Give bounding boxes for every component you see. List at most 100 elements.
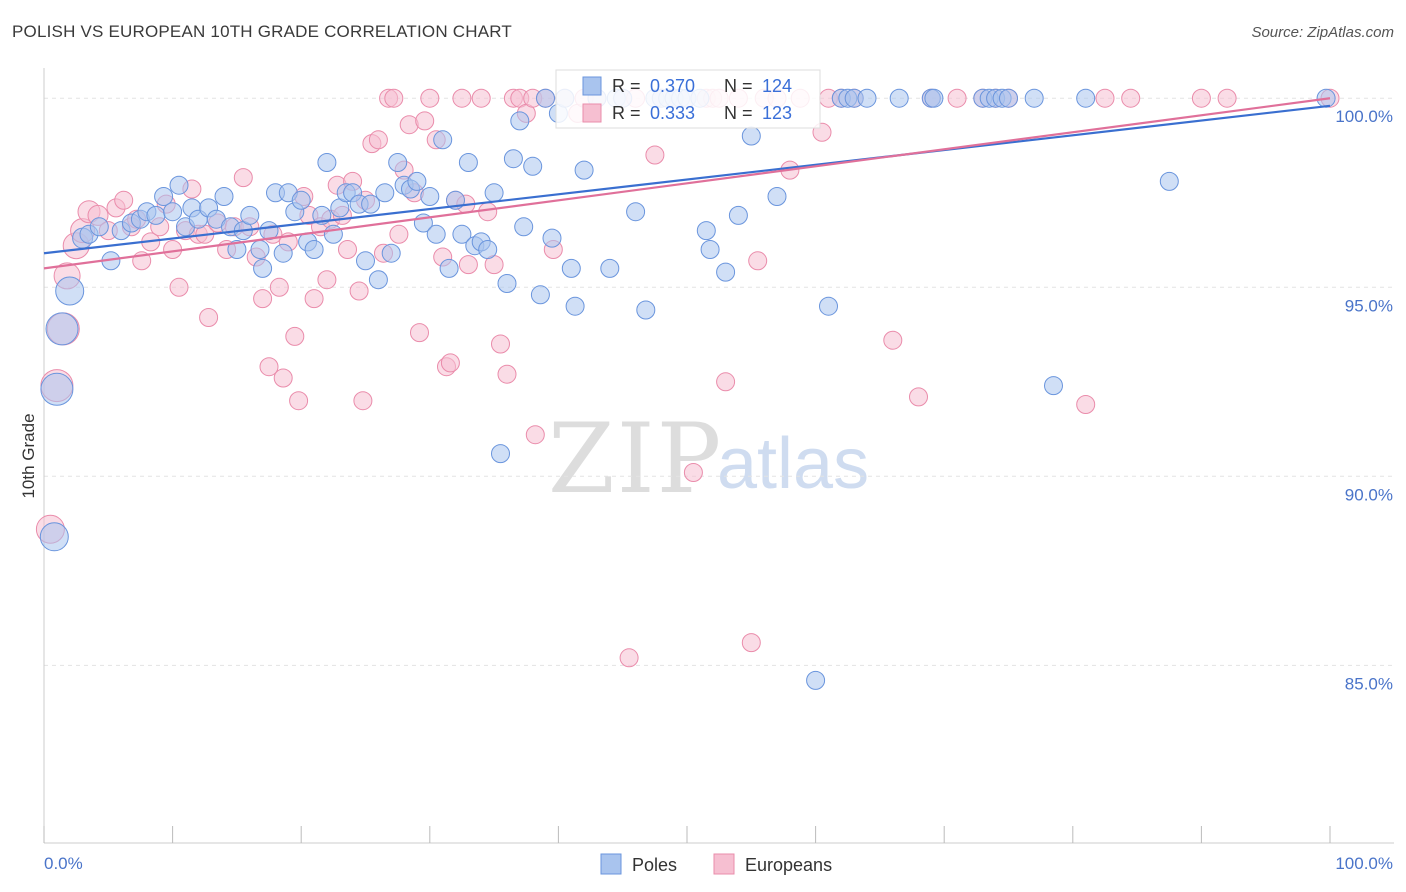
european-point-88: [619, 648, 639, 668]
poles-point-3: [55, 276, 85, 306]
poles-point-75: [561, 258, 581, 278]
poles-point-51: [407, 171, 427, 191]
european-point-101: [748, 251, 768, 271]
european-point-37: [289, 391, 309, 411]
european-point-23: [199, 308, 219, 327]
european-point-113: [947, 88, 967, 108]
x-tick-label-1: 100.0%: [1335, 854, 1393, 873]
poles-point-76: [565, 296, 585, 316]
poles-point-23: [227, 240, 247, 259]
poles-point-0: [39, 522, 69, 552]
x-axis-ticks: 0.0% 100.0%: [43, 826, 1393, 873]
trendlines: [43, 97, 1331, 270]
european-point-40: [304, 289, 324, 309]
poles-point-79: [600, 258, 620, 278]
european-point-48: [349, 281, 369, 301]
european-point-52: [368, 130, 388, 150]
european-point-80: [525, 425, 545, 445]
european-point-34: [273, 368, 293, 388]
poles-point-94: [728, 205, 748, 225]
poles-point-97: [806, 670, 826, 690]
european-point-94: [683, 463, 703, 482]
poles-point-53: [420, 187, 440, 206]
poles-point-66: [503, 149, 523, 169]
poles-stat-swatch: [582, 76, 602, 96]
poles-point-54: [426, 224, 446, 244]
european-point-110: [883, 330, 903, 350]
poles-point-44: [361, 194, 381, 214]
european-point-10: [114, 190, 134, 210]
european-point-98: [716, 372, 736, 392]
poles-point-95: [741, 126, 761, 146]
european-point-71: [471, 88, 491, 108]
poles-point-21: [214, 187, 234, 206]
y-axis-tick-labels: 100.0% 95.0% 90.0% 85.0%: [1335, 107, 1393, 693]
x-tick-label-0: 0.0%: [44, 854, 83, 873]
european-point-30: [253, 289, 273, 309]
poles-point-102: [857, 88, 877, 108]
europeans-r-value: 0.333: [650, 103, 695, 123]
poles-point-77: [574, 160, 594, 180]
european-point-66: [440, 353, 460, 373]
poles-n-value: 124: [762, 76, 792, 96]
poles-point-67: [510, 111, 530, 131]
european-point-118: [1095, 88, 1115, 108]
poles-point-105: [924, 88, 944, 108]
european-point-119: [1121, 88, 1141, 108]
poles-point-111: [1024, 88, 1044, 108]
poles-trendline: [43, 104, 1331, 255]
poles-point-114: [1159, 171, 1179, 191]
poles-point-91: [696, 221, 716, 241]
poles-point-56: [439, 258, 459, 278]
poles-point-92: [700, 240, 720, 259]
poles-point-68: [514, 217, 534, 237]
watermark-atlas: atlas: [717, 424, 869, 504]
poles-point-1: [40, 372, 74, 406]
poles-r-label: R =: [612, 76, 641, 96]
poles-point-2: [45, 312, 79, 346]
poles-point-110: [999, 88, 1018, 108]
poles-point-38: [323, 224, 343, 244]
european-point-70: [458, 255, 478, 275]
european-point-68: [452, 88, 472, 108]
european-point-111: [909, 387, 928, 407]
european-point-117: [1076, 395, 1096, 414]
poles-point-33: [291, 190, 311, 210]
european-point-100: [741, 633, 761, 653]
watermark-zip: ZIP: [548, 403, 723, 515]
legend-poles-swatch: [600, 853, 622, 875]
poles-point-13: [154, 187, 174, 206]
poles-point-82: [626, 202, 646, 222]
poles-point-63: [484, 183, 504, 203]
y-tick-label-3: 85.0%: [1345, 674, 1393, 693]
poles-point-112: [1044, 376, 1063, 396]
europeans-r-label: R =: [612, 103, 641, 123]
poles-point-113: [1076, 88, 1096, 108]
poles-point-35: [304, 240, 324, 259]
poles-point-98: [819, 296, 838, 316]
poles-point-45: [368, 270, 388, 290]
legend: Poles Europeans: [600, 853, 832, 875]
poles-point-47: [381, 243, 401, 263]
y-tick-label-0: 100.0%: [1335, 107, 1393, 126]
european-point-55: [384, 88, 404, 108]
poles-point-72: [542, 228, 562, 248]
poles-point-14: [163, 202, 183, 222]
european-point-121: [1217, 88, 1237, 108]
y-tick-label-1: 95.0%: [1345, 296, 1393, 315]
poles-point-15: [169, 175, 189, 195]
poles-point-6: [89, 217, 109, 237]
poles-point-43: [356, 251, 375, 271]
european-point-74: [491, 334, 510, 354]
european-point-62: [420, 88, 440, 108]
european-point-18: [169, 277, 189, 297]
poles-point-30: [273, 243, 293, 263]
poles-point-103: [889, 88, 909, 108]
europeans-trendline: [43, 97, 1331, 270]
poles-point-69: [523, 156, 543, 176]
poles-point-48: [388, 153, 408, 172]
stats-box: R = 0.370 N = 124 R = 0.333 N = 123: [555, 69, 821, 129]
europeans-stat-swatch: [582, 103, 602, 123]
europeans-n-label: N =: [724, 103, 753, 123]
